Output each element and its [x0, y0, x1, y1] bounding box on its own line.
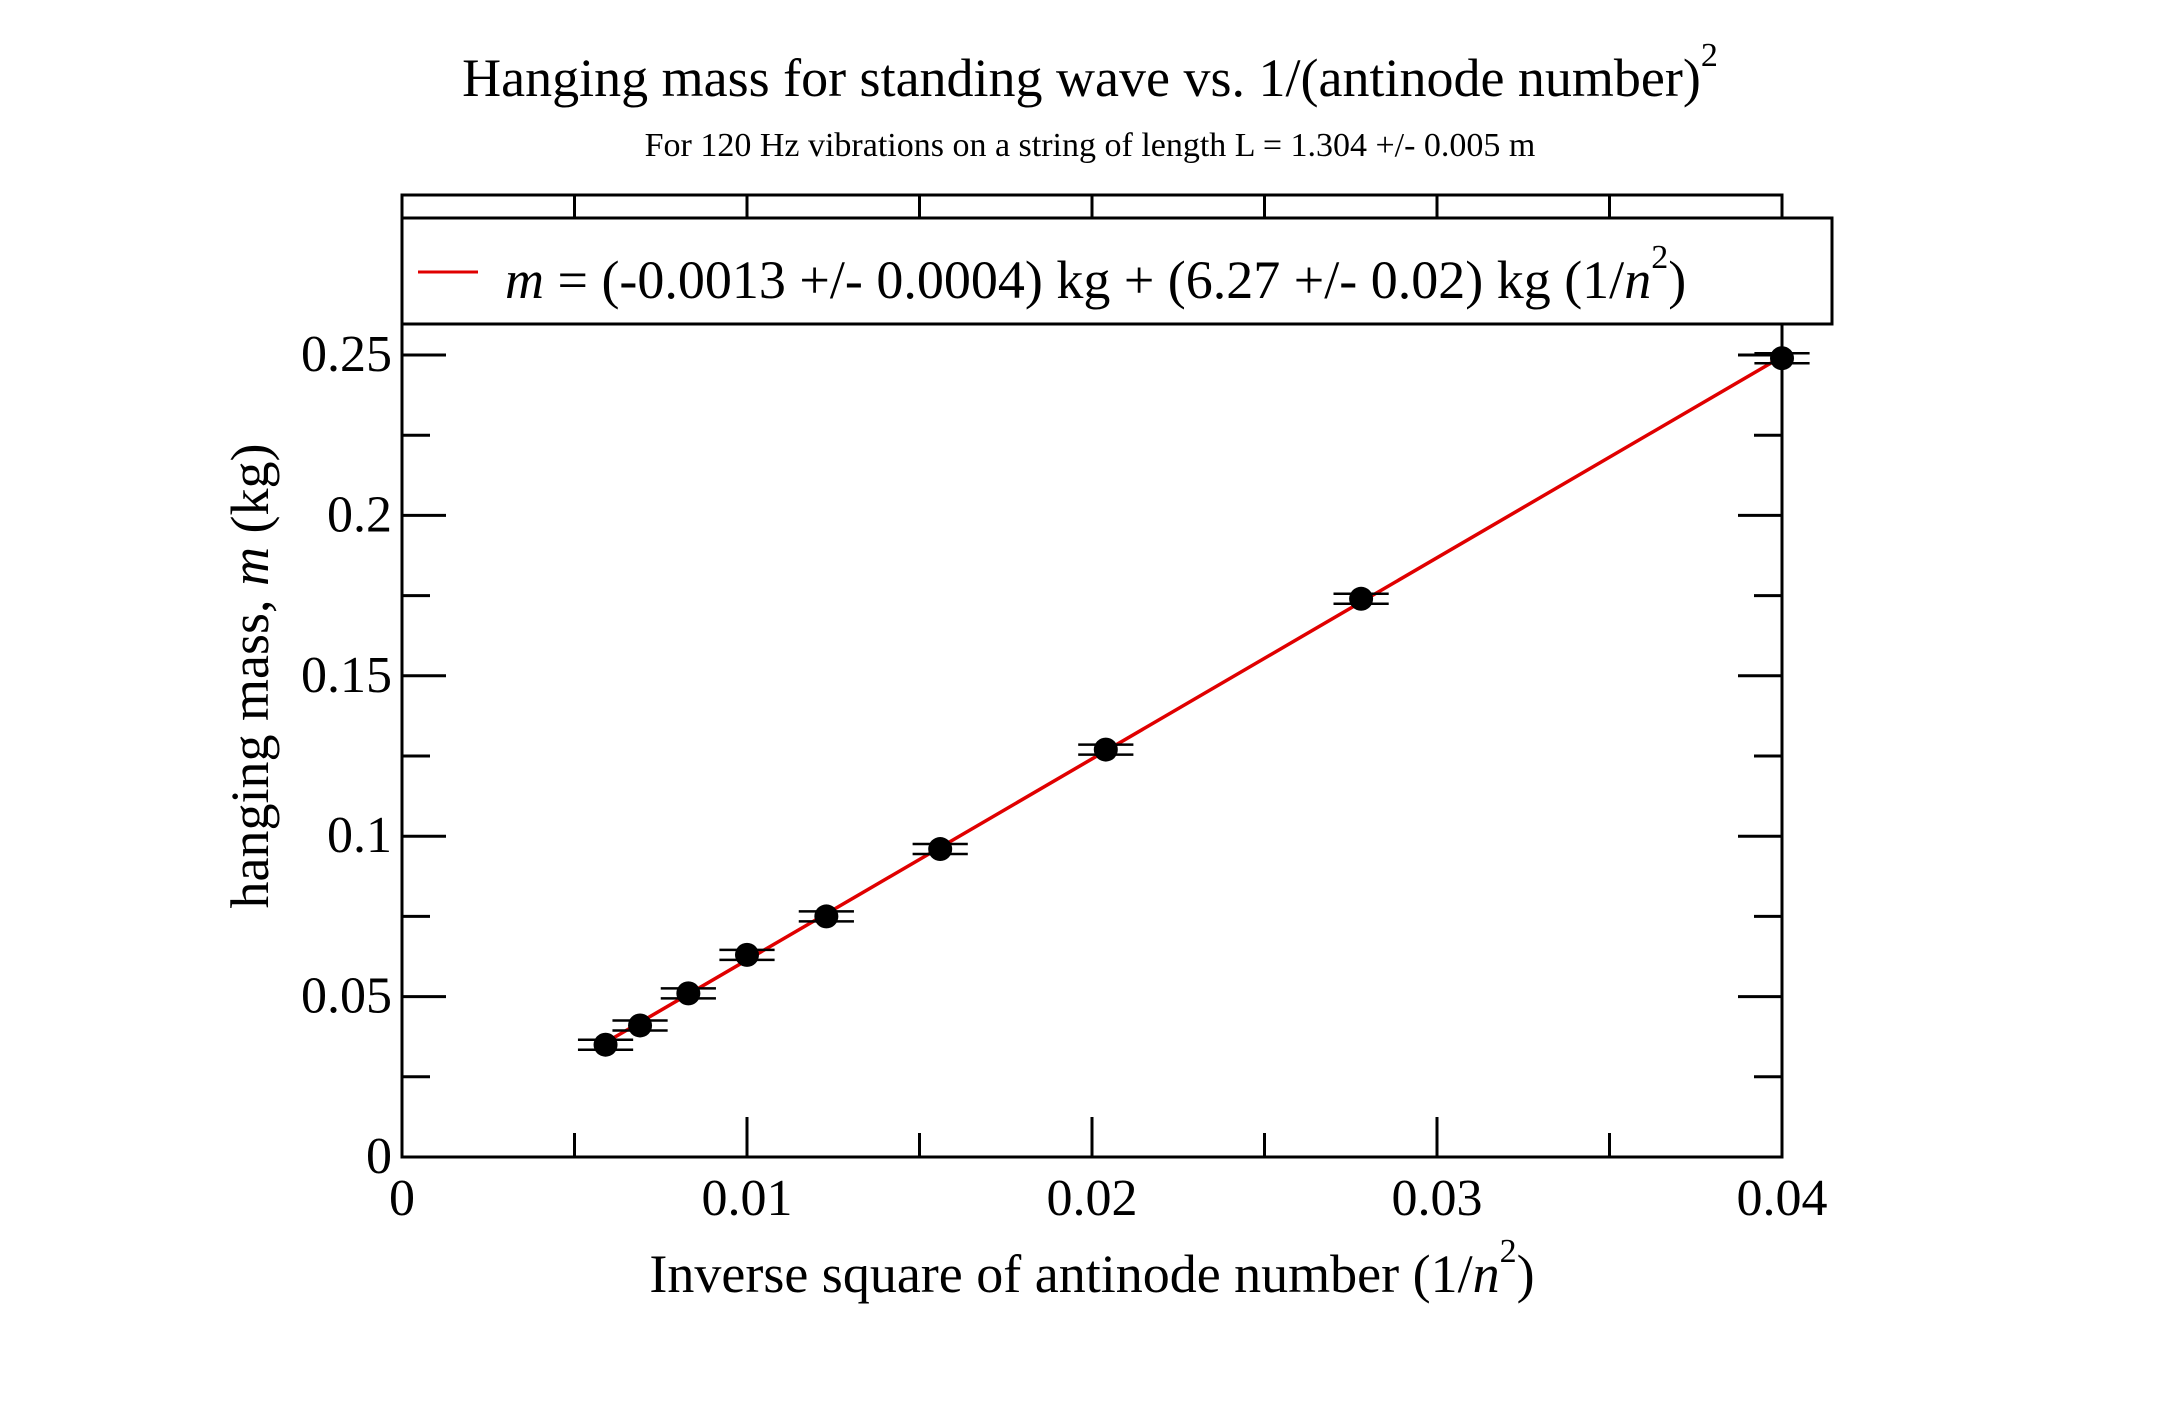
chart-title: Hanging mass for standing wave vs. 1/(an… [462, 37, 1718, 108]
axis-tick-labels: 0 0.01 0.02 0.03 0.04 0 0.05 0.1 0.15 0.2 0.25 [301, 326, 1828, 1227]
data-point [1349, 586, 1374, 611]
data-point [593, 1032, 618, 1057]
data-point [928, 837, 953, 862]
y-tick-label: 0.15 [301, 647, 392, 704]
y-tick-label: 0.05 [301, 968, 392, 1025]
chart-subtitle: For 120 Hz vibrations on a string of len… [645, 127, 1536, 164]
fit-line-layer [604, 355, 1783, 1045]
y-tick-label: 0.25 [301, 326, 392, 383]
legend-box [400, 216, 1834, 326]
plot-frame [400, 193, 1784, 1159]
data-point [1093, 737, 1118, 762]
x-tick-label: 0.01 [702, 1170, 793, 1227]
data-point [735, 942, 759, 967]
legend-fit-label: m = (-0.0013 +/- 0.0004) kg + (6.27 +/- … [505, 239, 1686, 310]
x-tick-label: 0.02 [1047, 1170, 1138, 1227]
data-point [628, 1013, 653, 1038]
y-tick-label: 0.1 [327, 807, 392, 864]
axis-ticks [400, 195, 1784, 1159]
x-tick-label: 0 [389, 1170, 415, 1227]
x-tick-label: 0.03 [1392, 1170, 1483, 1227]
y-tick-label: 0.2 [327, 486, 392, 543]
x-tick-label: 0.04 [1737, 1170, 1828, 1227]
x-axis-title: Inverse square of antinode number (1/n2) [649, 1233, 1534, 1304]
data-point [814, 904, 839, 929]
data-point [1770, 346, 1794, 371]
data-point [676, 981, 701, 1006]
y-axis-title: hanging mass, m (kg) [220, 444, 280, 909]
fit-line [604, 355, 1783, 1045]
y-tick-label: 0 [366, 1128, 392, 1185]
data-points-layer [577, 346, 1810, 1057]
